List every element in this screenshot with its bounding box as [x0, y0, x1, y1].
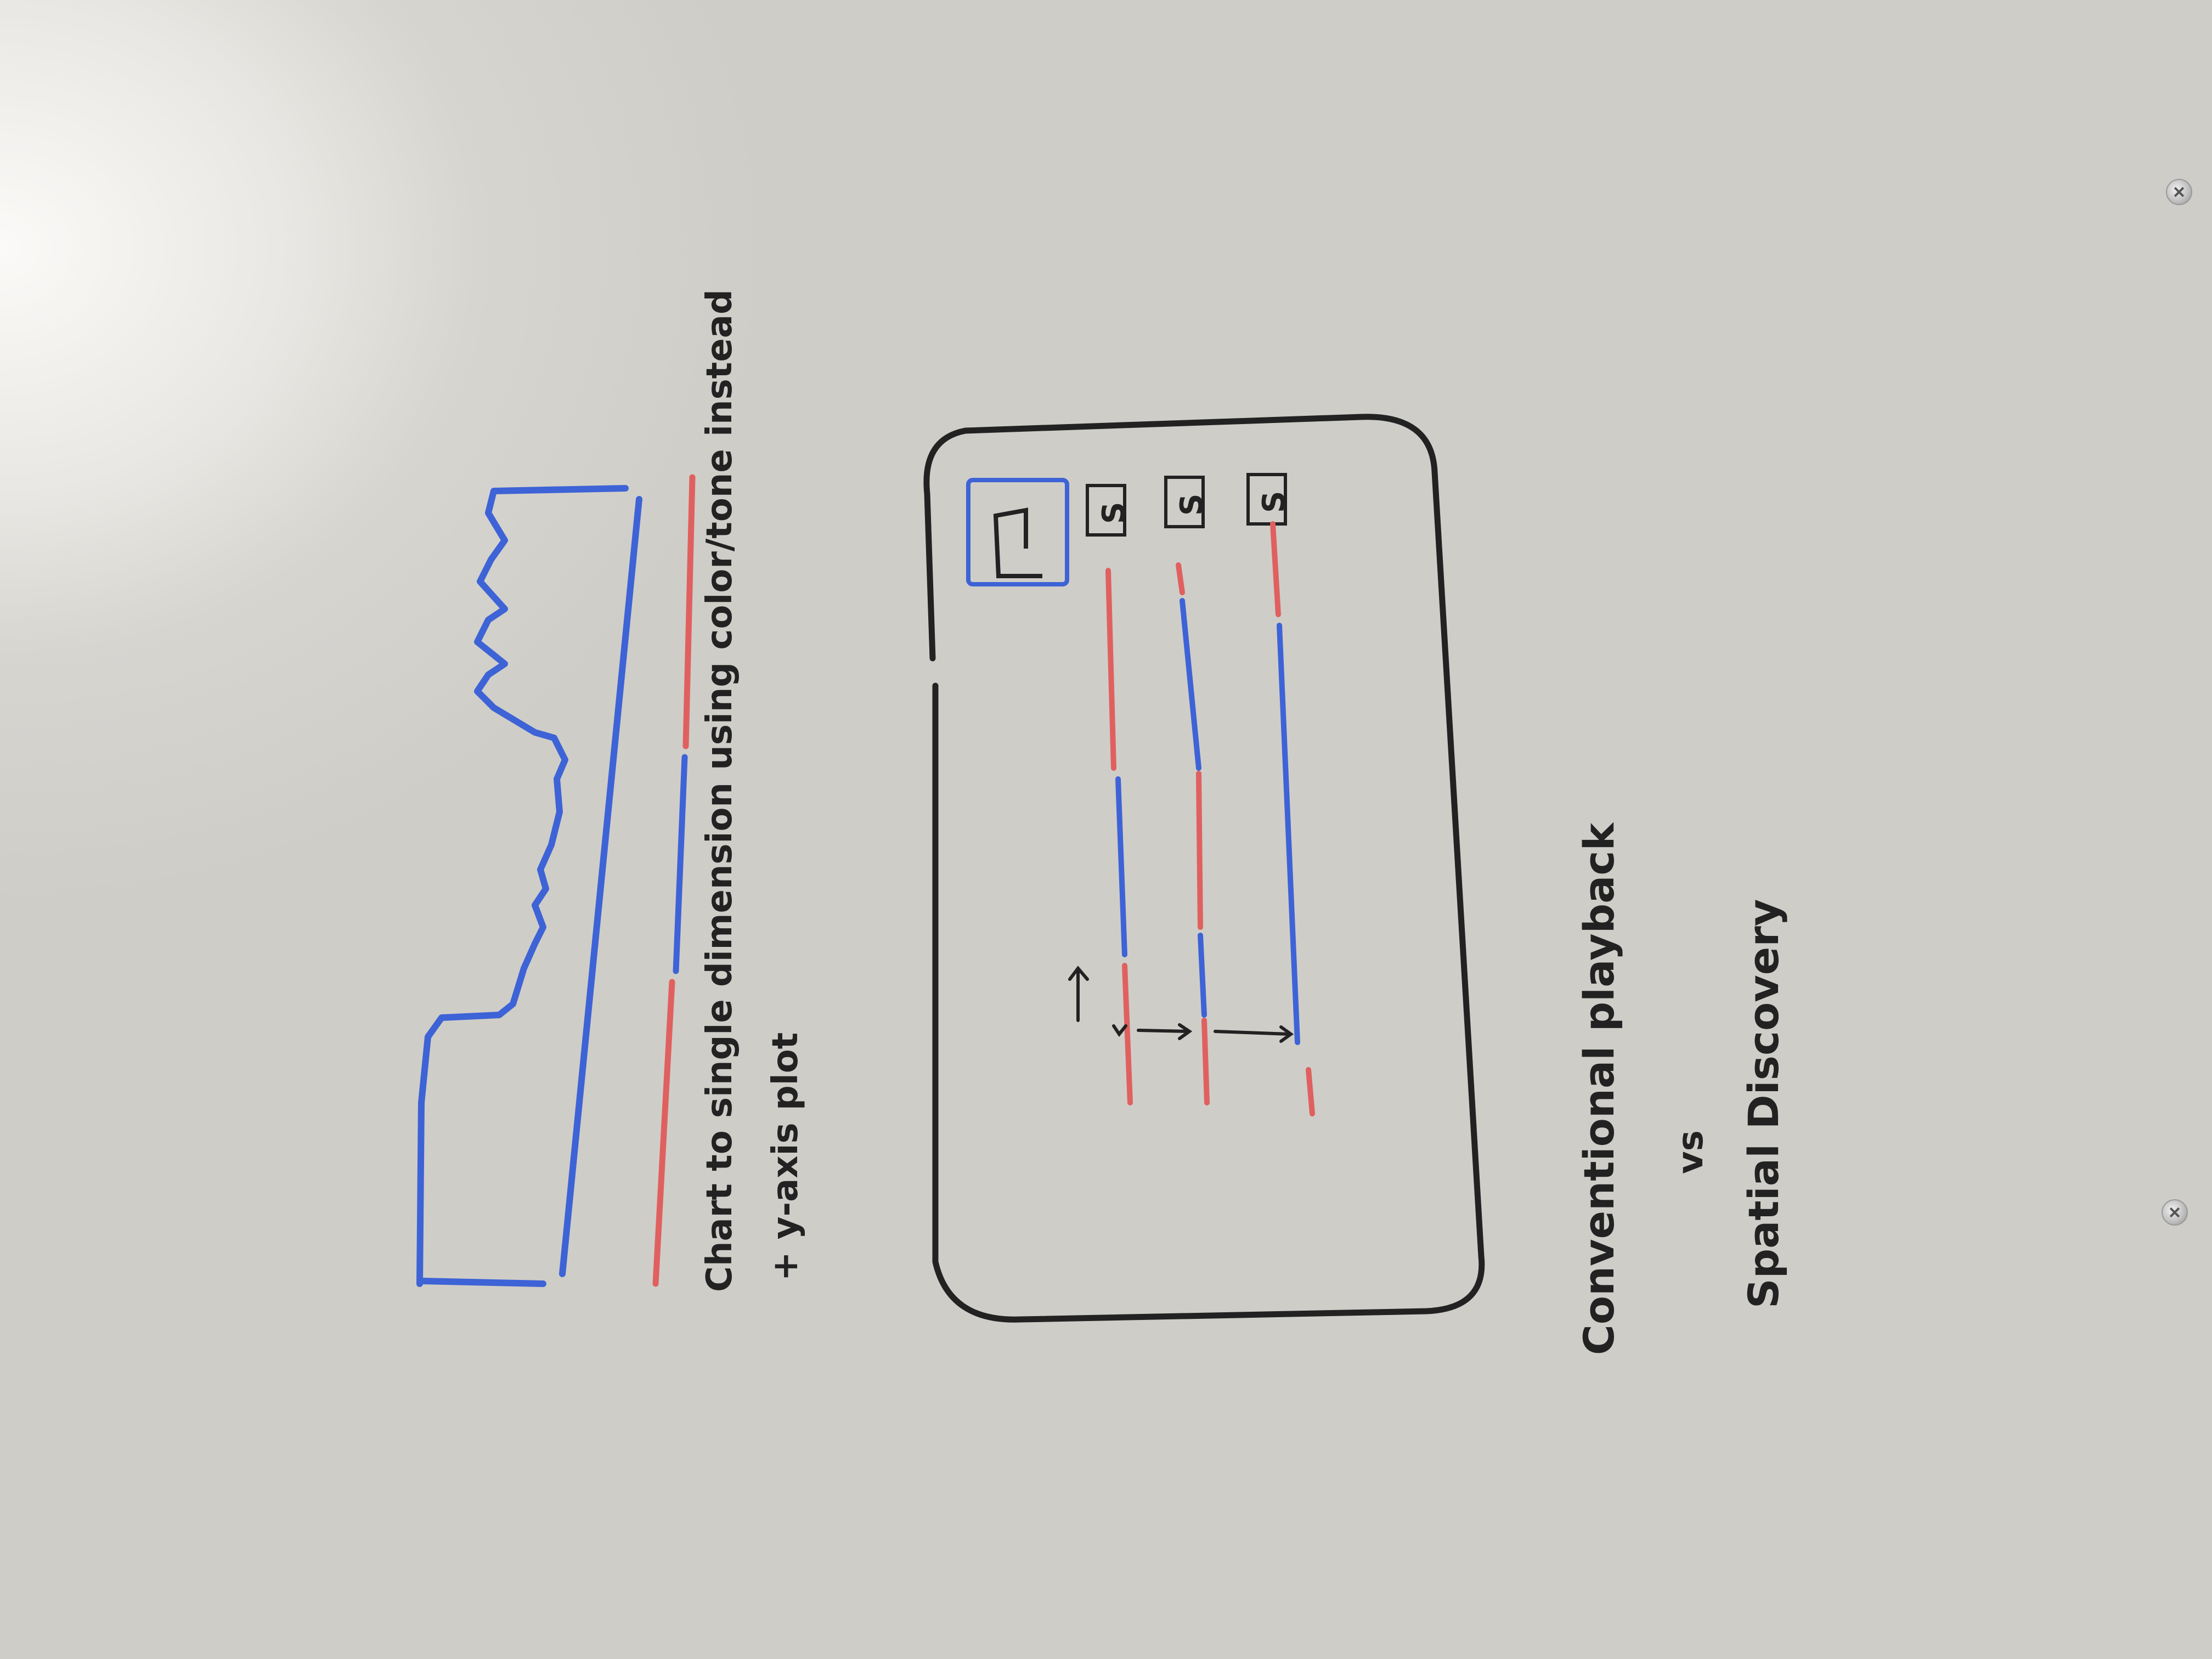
- chart-icon-tile: [966, 478, 1069, 586]
- down-arrow-mark: [1112, 1024, 1127, 1037]
- arrow-row1-to-row2: [1137, 1023, 1193, 1040]
- row-3: [1246, 473, 1315, 1116]
- area-chart-sketch: [416, 485, 642, 1287]
- row-3-tile: [1246, 473, 1287, 526]
- row-3-tile-label: S: [1256, 490, 1292, 513]
- row-1-tile-label: S: [1096, 501, 1132, 524]
- up-arrow-icon: [1068, 966, 1089, 1022]
- tone-line-sketch: [652, 474, 696, 1287]
- tone-line-red-2: [682, 474, 696, 749]
- caption-line-2: vs: [1671, 1130, 1711, 1174]
- row-1-tile: [1086, 484, 1126, 537]
- playback-arrows: [1068, 966, 1294, 1043]
- screw-bottom-right: [2162, 1199, 2188, 1226]
- screw-top-right: [2166, 179, 2192, 205]
- note-line-2: + y-axis plot: [765, 1032, 806, 1281]
- row-2: [1164, 476, 1210, 1105]
- caption-line-1: Conventional playback: [1575, 822, 1623, 1355]
- arrow-row2-to-row3: [1214, 1025, 1294, 1043]
- tone-line-red-1: [652, 979, 675, 1287]
- row-1: [1086, 484, 1133, 1105]
- area-chart-axis: [559, 496, 642, 1277]
- area-chart-outline: [416, 485, 629, 1287]
- row-2-tile: [1164, 476, 1205, 528]
- row-2-tile-label: S: [1174, 493, 1210, 516]
- area-chart-base: [419, 1278, 546, 1287]
- device-frame: [923, 414, 1485, 1323]
- note-line-1: Chart to single dimension using color/to…: [699, 289, 740, 1292]
- caption-line-3: Spatial Discovery: [1739, 899, 1788, 1308]
- tone-line-blue: [673, 754, 688, 974]
